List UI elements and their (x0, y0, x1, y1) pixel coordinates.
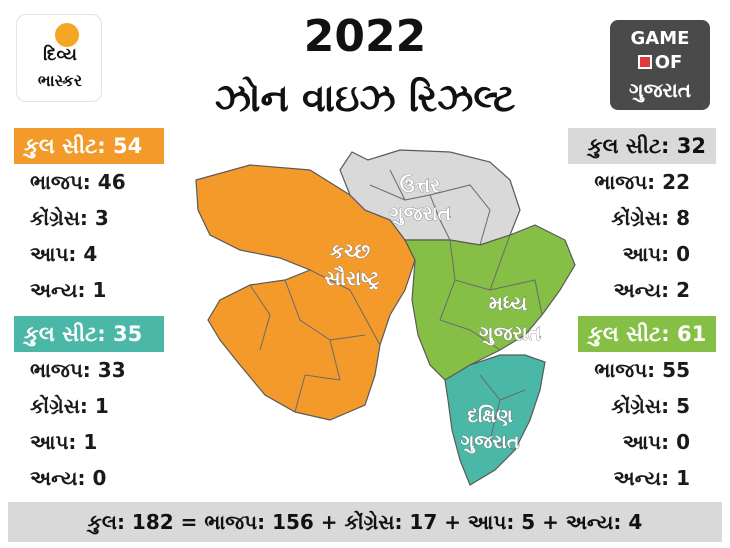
party-row: કોંગ્રેસ: 1 (14, 388, 164, 424)
party-name: આપ: (622, 430, 670, 454)
map-label-north-2: ગુજરાત (389, 201, 451, 225)
total-seats-label: કુલ સીટ: (24, 322, 106, 346)
party-seats: 1 (92, 278, 107, 302)
party-row: અન્ય: 1 (578, 460, 716, 496)
party-row: આપ: 4 (14, 236, 164, 272)
party-row: અન્ય: 2 (568, 272, 716, 308)
party-row: કોંગ્રેસ: 5 (578, 388, 716, 424)
zone-header: કુલ સીટ: 61 (578, 316, 716, 352)
party-seats: 8 (676, 206, 690, 230)
logo-game-text: GAME (630, 28, 690, 49)
party-seats: 46 (97, 170, 126, 194)
map-label-south-1: દક્ષિણ (467, 405, 513, 427)
party-name: કોંગ્રેસ: (30, 206, 88, 230)
logo-line-2: ભાસ્કર (37, 71, 83, 90)
total-seats-value: 35 (112, 322, 143, 346)
total-summary-bar: કુલ: 182 = ભાજપ: 156 + કોંગ્રેસ: 17 + આપ… (8, 502, 722, 542)
total-seats-label: કુલ સીટ: (587, 134, 670, 158)
zone-kutch-saurashtra-panel: કુલ સીટ: 54 ભાજપ: 46 કોંગ્રેસ: 3 આપ: 4 અ… (14, 128, 164, 308)
party-row: કોંગ્રેસ: 8 (568, 200, 716, 236)
party-seats: 0 (92, 466, 107, 490)
map-label-north-1: ઉત્તર (400, 173, 441, 197)
ballot-box-icon (637, 55, 652, 69)
party-seats: 22 (662, 170, 690, 194)
map-label-central-1: મધ્ય (489, 291, 527, 315)
party-name: કોંગ્રેસ: (611, 206, 670, 230)
party-seats: 0 (676, 242, 690, 266)
party-name: કોંગ્રેસ: (30, 394, 88, 418)
party-row: ભાજપ: 33 (14, 352, 164, 388)
party-row: અન્ય: 1 (14, 272, 164, 308)
total-seats-label: કુલ સીટ: (588, 322, 670, 346)
party-seats: 1 (83, 430, 98, 454)
total-seats-value: 61 (676, 322, 707, 346)
zone-south-panel: કુલ સીટ: 35 ભાજપ: 33 કોંગ્રેસ: 1 આપ: 1 અ… (14, 316, 164, 496)
party-name: આપ: (30, 242, 77, 266)
party-name: અન્ય: (30, 278, 86, 302)
district-lines (249, 169, 543, 451)
party-name: ભાજપ: (30, 170, 91, 194)
party-row: આપ: 1 (14, 424, 164, 460)
map-label-south-2: ગુજરાત (461, 431, 520, 453)
logo-of-text: OF (654, 52, 683, 73)
sun-icon (55, 23, 79, 47)
zone-header: કુલ સીટ: 32 (568, 128, 716, 164)
party-name: કોંગ્રેસ: (611, 394, 670, 418)
party-name: ભાજપ: (30, 358, 91, 382)
party-name: ભાજપ: (594, 170, 656, 194)
party-row: આપ: 0 (568, 236, 716, 272)
total-seats-value: 54 (112, 134, 143, 158)
page-title-year: 2022 (303, 11, 427, 62)
party-row: કોંગ્રેસ: 3 (14, 200, 164, 236)
zone-header: કુલ સીટ: 54 (14, 128, 164, 164)
party-row: ભાજપ: 22 (568, 164, 716, 200)
party-seats: 1 (94, 394, 109, 418)
party-name: અન્ય: (613, 466, 670, 490)
party-seats: 5 (676, 394, 690, 418)
map-label-ks-1: કચ્છ (330, 239, 371, 263)
party-name: અન્ય: (613, 278, 670, 302)
zone-header: કુલ સીટ: 35 (14, 316, 164, 352)
map-label-central-2: ગુજરાત (479, 321, 541, 345)
party-seats: 1 (676, 466, 690, 490)
party-seats: 3 (94, 206, 109, 230)
map-label-ks-2: સૌરાષ્ટ્ર (324, 266, 379, 291)
party-row: ભાજપ: 46 (14, 164, 164, 200)
party-seats: 2 (676, 278, 690, 302)
logo-of-row: OF (610, 52, 710, 73)
party-name: ભાજપ: (594, 358, 656, 382)
gujarat-zone-map: ઉત્તર ગુજરાત કચ્છ સૌરાષ્ટ્ર મધ્ય ગુજરાત … (195, 149, 576, 486)
game-of-gujarat-logo: GAME OF ગુજરાત (610, 20, 710, 110)
total-seats-label: કુલ સીટ: (24, 134, 106, 158)
divya-bhaskar-logo: દિવ્ય ભાસ્કર (16, 14, 102, 102)
party-seats: 0 (676, 430, 690, 454)
party-seats: 4 (83, 242, 98, 266)
zone-north-region (339, 149, 521, 246)
party-name: અન્ય: (30, 466, 86, 490)
party-row: ભાજપ: 55 (578, 352, 716, 388)
party-name: આપ: (30, 430, 77, 454)
party-name: આપ: (622, 242, 670, 266)
logo-line-1: દિવ્ય (43, 45, 77, 65)
party-seats: 33 (97, 358, 126, 382)
party-seats: 55 (662, 358, 690, 382)
page-title: ઝોન વાઇઝ રિઝલ્ટ (214, 76, 516, 120)
party-row: અન્ય: 0 (14, 460, 164, 496)
total-seats-value: 32 (676, 134, 706, 158)
zone-central-panel: કુલ સીટ: 61 ભાજપ: 55 કોંગ્રેસ: 5 આપ: 0 અ… (578, 316, 716, 496)
logo-gujarat-text: ગુજરાત (628, 78, 692, 102)
zone-north-panel: કુલ સીટ: 32 ભાજપ: 22 કોંગ્રેસ: 8 આપ: 0 અ… (568, 128, 716, 308)
party-row: આપ: 0 (578, 424, 716, 460)
